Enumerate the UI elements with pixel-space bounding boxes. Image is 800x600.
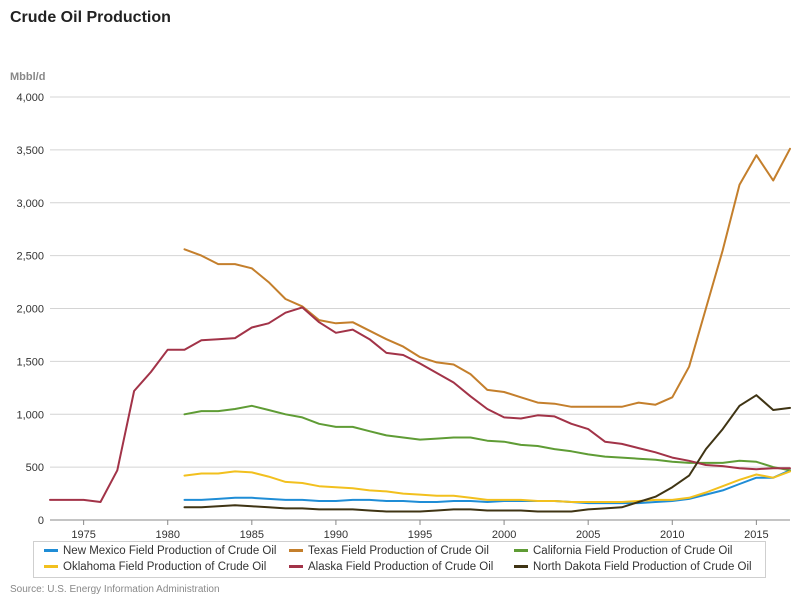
legend-item: California Field Production of Crude Oil (514, 545, 732, 557)
series-line-5 (183, 394, 791, 513)
series-lines (49, 147, 791, 513)
legend: New Mexico Field Production of Crude Oil… (33, 541, 766, 578)
legend-swatch (514, 565, 528, 569)
y-tick-label: 500 (26, 462, 44, 474)
x-tick-label: 1995 (408, 529, 432, 541)
y-tick-label: 3,000 (16, 198, 44, 210)
legend-item: North Dakota Field Production of Crude O… (514, 561, 752, 573)
legend-label: California Field Production of Crude Oil (533, 545, 733, 557)
x-tick-label: 2000 (492, 529, 516, 541)
x-tick-label: 1990 (324, 529, 348, 541)
series-line-3 (183, 470, 791, 503)
y-tick-label: 1,500 (16, 356, 44, 368)
legend-label: Texas Field Production of Crude Oil (308, 545, 489, 557)
y-tick-label: 2,000 (16, 304, 44, 316)
x-tick-label: 2010 (660, 529, 684, 541)
y-tick-label: 0 (38, 515, 44, 527)
x-tick-label: 2005 (576, 529, 600, 541)
legend-label: Alaska Field Production of Crude Oil (308, 561, 494, 573)
legend-item: New Mexico Field Production of Crude Oil (44, 545, 276, 557)
legend-label: North Dakota Field Production of Crude O… (533, 561, 752, 573)
y-tick-label: 4,000 (16, 92, 44, 104)
gridlines (50, 96, 790, 521)
series-line-2 (183, 404, 791, 472)
y-axis-ticks: 0 500 1,000 1,500 2,000 2,500 3,000 3,500 4,000 (16, 92, 44, 527)
x-axis: 1975 1980 1985 1990 1995 2000 2005 2010 2015 (71, 520, 769, 541)
legend-item: Texas Field Production of Crude Oil (289, 545, 489, 557)
legend-swatch (289, 565, 303, 569)
source-note: Source: U.S. Energy Information Administ… (10, 584, 220, 595)
legend-label: New Mexico Field Production of Crude Oil (63, 545, 277, 557)
y-axis-unit-label: Mbbl/d (10, 71, 46, 83)
y-tick-label: 1,000 (16, 409, 44, 421)
legend-label: Oklahoma Field Production of Crude Oil (63, 561, 267, 573)
chart-title: Crude Oil Production (10, 9, 171, 26)
series-line-1 (183, 147, 791, 408)
legend-swatch (289, 549, 303, 553)
series-line-0 (183, 469, 791, 505)
y-tick-label: 3,500 (16, 145, 44, 157)
x-tick-label: 2015 (744, 529, 768, 541)
legend-swatch (44, 565, 58, 569)
series-line-4 (49, 306, 791, 503)
y-tick-label: 2,500 (16, 251, 44, 263)
x-tick-label: 1975 (71, 529, 95, 541)
legend-swatch (44, 549, 58, 553)
legend-swatch (514, 549, 528, 553)
x-tick-label: 1980 (155, 529, 179, 541)
legend-item: Alaska Field Production of Crude Oil (289, 561, 493, 573)
legend-item: Oklahoma Field Production of Crude Oil (44, 561, 266, 573)
x-tick-label: 1985 (240, 529, 264, 541)
